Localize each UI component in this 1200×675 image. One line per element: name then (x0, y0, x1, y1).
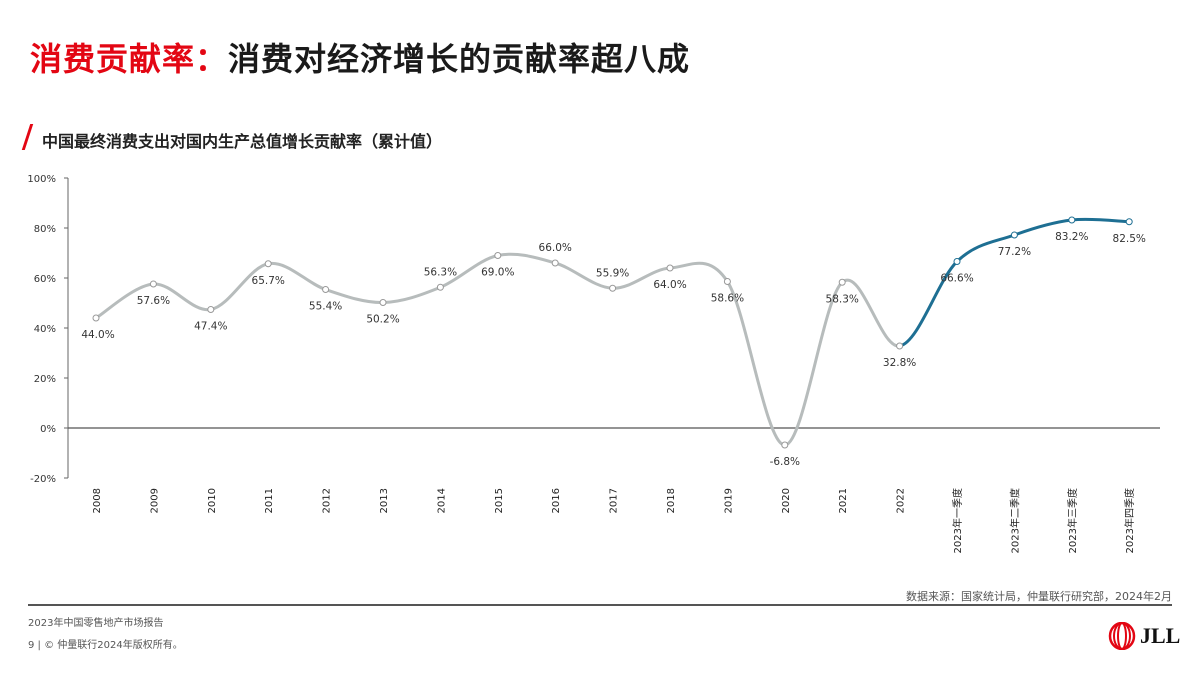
y-tick-label: 40% (34, 324, 56, 335)
data-point (896, 342, 904, 350)
data-point (1125, 218, 1133, 226)
data-label: 47.4% (194, 321, 227, 333)
data-label: 58.3% (826, 293, 859, 305)
data-point (781, 441, 789, 449)
data-label: 44.0% (81, 329, 114, 341)
x-tick-label: 2009 (149, 488, 160, 513)
y-tick-label: 0% (40, 424, 56, 435)
x-tick-label: 2017 (609, 488, 620, 513)
data-label: 55.9% (596, 267, 629, 279)
data-label: 58.6% (711, 293, 744, 305)
data-label: 69.0% (481, 267, 514, 279)
data-label: 83.2% (1055, 231, 1088, 243)
data-label: 57.6% (137, 295, 170, 307)
x-tick-label: 2014 (436, 488, 447, 513)
data-point (379, 299, 387, 306)
data-point (609, 284, 617, 292)
data-label: 64.0% (653, 279, 686, 291)
data-label: 55.4% (309, 301, 342, 313)
x-tick-label: 2022 (896, 488, 907, 513)
jll-logo-text: JLL (1140, 623, 1181, 648)
data-label: 82.5% (1113, 233, 1146, 245)
y-tick-label: -20% (30, 474, 56, 485)
x-tick-label: 2012 (322, 488, 333, 513)
data-point (436, 283, 444, 291)
x-tick-label: 2019 (723, 488, 734, 513)
data-point (1068, 216, 1076, 224)
report-name: 2023年中国零售地产市场报告 (28, 618, 164, 629)
jll-logo: JLL (1108, 622, 1180, 650)
x-tick-label: 2013 (379, 488, 390, 513)
data-point (92, 314, 100, 322)
data-label: 77.2% (998, 246, 1031, 258)
data-point (1010, 231, 1018, 239)
data-label: 65.7% (252, 275, 285, 287)
data-label: 50.2% (366, 314, 399, 326)
line-chart: 100% 80% 60% 40% 20% 0% -20% 2008 2009 2010 2011 20… (27, 174, 1160, 553)
data-point (838, 278, 846, 286)
title-highlight: 消费贡献率： (30, 40, 229, 78)
y-tick-label: 20% (34, 374, 56, 385)
data-point (322, 286, 330, 293)
data-point (264, 260, 272, 268)
data-label: 32.8% (883, 357, 916, 369)
x-tick-label: 2020 (781, 488, 792, 513)
data-label: 66.6% (940, 273, 973, 285)
page-title: 消费贡献率：消费对经济增长的贡献率超八成 (30, 34, 690, 80)
data-source: 数据来源：国家统计局，仲量联行研究部，2024年2月 (906, 590, 1172, 603)
data-label: 66.0% (539, 242, 572, 254)
x-tick-label: 2011 (264, 488, 275, 513)
data-point (723, 278, 731, 285)
title-main: 消费对经济增长的贡献率超八成 (228, 40, 691, 78)
x-tick-label: 2015 (494, 488, 505, 513)
data-point (494, 252, 502, 259)
data-label: 56.3% (424, 266, 457, 278)
data-point (207, 306, 215, 313)
y-tick-label: 60% (34, 274, 56, 285)
data-label: -6.8% (770, 456, 800, 468)
x-tick-label: 2021 (838, 488, 849, 513)
x-tick-label: 2008 (92, 488, 103, 513)
x-tick-label: 2016 (551, 488, 562, 513)
x-tick-label: 2010 (207, 488, 218, 513)
footer-divider (28, 604, 1172, 606)
y-tick-label: 80% (34, 224, 56, 235)
x-tick-label: 2023年三季度 (1066, 488, 1079, 553)
data-point (666, 264, 674, 272)
quarterly-series-line (899, 217, 1130, 348)
data-point (149, 280, 157, 288)
annual-series-line (95, 252, 900, 447)
data-point (551, 259, 559, 267)
x-tick-label: 2023年一季度 (951, 488, 964, 553)
chart-title: 中国最终消费支出对国内生产总值增长贡献率（累计值） (42, 132, 443, 151)
x-tick-label: 2023年二季度 (1008, 488, 1021, 553)
data-point (953, 258, 961, 265)
x-tick-label: 2023年四季度 (1123, 488, 1136, 553)
jll-logo-icon (1108, 622, 1136, 650)
x-tick-label: 2018 (666, 488, 677, 513)
y-tick-label: 100% (27, 174, 56, 185)
copyright: 9 | © 仲量联行2024年版权所有。 (28, 640, 183, 651)
